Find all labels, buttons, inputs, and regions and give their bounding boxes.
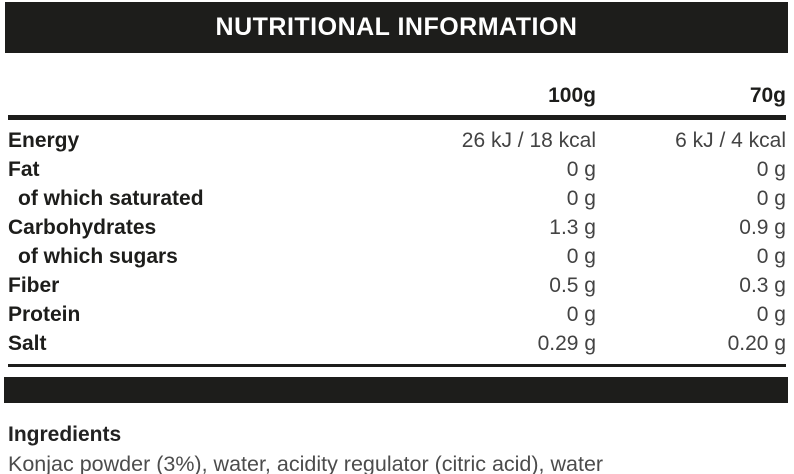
row-value-100g: 0 g <box>566 303 596 326</box>
row-value-100g: 0 g <box>566 187 596 210</box>
row-value-70g: 0.20 g <box>727 332 786 355</box>
row-value-70g: 0 g <box>756 245 786 268</box>
column-header-row: 100g 70g <box>8 84 786 108</box>
row-label: Carbohydrates <box>8 216 157 239</box>
row-label: Energy <box>8 129 80 152</box>
row-label: Salt <box>8 332 47 355</box>
row-label: of which saturated <box>18 187 204 210</box>
table-rows: Energy 26 kJ / 18 kcal 6 kJ / 4 kcal Fat… <box>8 120 786 358</box>
row-label: of which sugars <box>18 245 178 268</box>
header-bar: NUTRITIONAL INFORMATION <box>5 2 788 53</box>
row-value-70g: 0.3 g <box>739 274 786 297</box>
table-bottom-rule <box>8 364 786 367</box>
table-row-sugars: of which sugars 0 g 0 g <box>8 242 786 271</box>
page-title: NUTRITIONAL INFORMATION <box>215 13 578 41</box>
row-value-70g: 0 g <box>756 303 786 326</box>
ingredients-text: Konjac powder (3%), water, acidity regul… <box>8 452 604 474</box>
table-row-carbohydrates: Carbohydrates 1.3 g 0.9 g <box>8 213 786 242</box>
row-value-70g: 0.9 g <box>739 216 786 239</box>
ingredients-section: Ingredients Konjac powder (3%), water, a… <box>8 423 786 474</box>
column-header-70g: 70g <box>749 84 786 107</box>
row-value-70g: 0 g <box>756 187 786 210</box>
row-value-100g: 0.29 g <box>537 332 596 355</box>
ingredients-heading: Ingredients <box>8 423 122 446</box>
row-value-70g: 6 kJ / 4 kcal <box>675 129 786 152</box>
table-row-protein: Protein 0 g 0 g <box>8 300 786 329</box>
row-value-100g: 0 g <box>566 158 596 181</box>
table-row-fiber: Fiber 0.5 g 0.3 g <box>8 271 786 300</box>
row-label: Fat <box>8 158 40 181</box>
table-row-salt: Salt 0.29 g 0.20 g <box>8 329 786 358</box>
section-divider-bar <box>4 377 788 403</box>
table-row-energy: Energy 26 kJ / 18 kcal 6 kJ / 4 kcal <box>8 126 786 155</box>
row-value-100g: 0.5 g <box>549 274 596 297</box>
table-row-saturated: of which saturated 0 g 0 g <box>8 184 786 213</box>
column-header-100g: 100g <box>548 84 596 107</box>
table-row-fat: Fat 0 g 0 g <box>8 155 786 184</box>
nutrition-table: 100g 70g Energy 26 kJ / 18 kcal 6 kJ / 4… <box>8 84 786 367</box>
row-value-100g: 0 g <box>566 245 596 268</box>
row-label: Fiber <box>8 274 60 297</box>
row-value-100g: 1.3 g <box>549 216 596 239</box>
row-value-70g: 0 g <box>756 158 786 181</box>
row-value-100g: 26 kJ / 18 kcal <box>461 129 596 152</box>
row-label: Protein <box>8 303 81 326</box>
header-divider-rule <box>8 115 786 120</box>
